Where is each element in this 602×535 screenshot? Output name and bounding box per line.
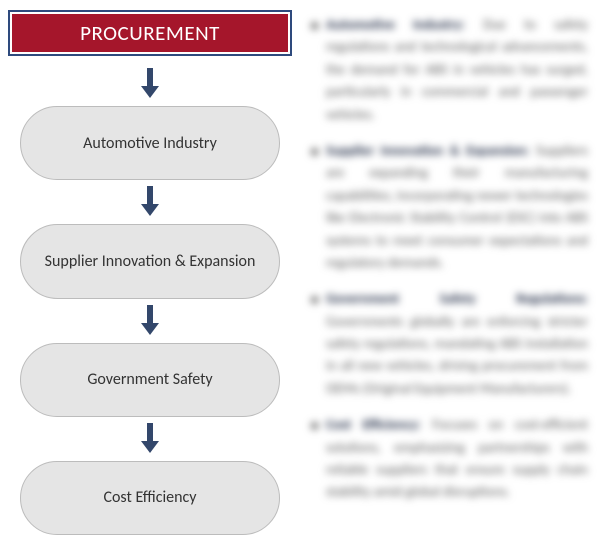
bullet-item: ◆ Automotive Industry: Due to safety reg… xyxy=(310,14,588,126)
flow-node: Cost Efficiency xyxy=(20,461,280,535)
bullet-item: ◆ Supplier Innovation & Expansion: Suppl… xyxy=(310,140,588,274)
bullet-text: Suppliers are expanding their manufactur… xyxy=(326,142,588,271)
bullet-marker-icon: ◆ xyxy=(310,14,326,36)
bullet-body: Supplier Innovation & Expansion: Supplie… xyxy=(326,140,588,274)
arrow-icon xyxy=(141,423,159,453)
bullet-marker-icon: ◆ xyxy=(310,288,326,310)
flow-node-label: Government Safety xyxy=(87,370,212,389)
flow-node: Supplier Innovation & Expansion xyxy=(20,224,280,298)
header-box: PROCUREMENT xyxy=(8,10,292,56)
arrow-icon xyxy=(141,305,159,335)
flow-node-label: Cost Efficiency xyxy=(103,488,196,507)
bullet-item: ◆ Government Safety Regulations: Governm… xyxy=(310,288,588,400)
bullet-text: Governments globally are enforcing stric… xyxy=(326,313,588,397)
bullet-body: Government Safety Regulations: Governmen… xyxy=(326,288,588,400)
bullet-marker-icon: ◆ xyxy=(310,140,326,162)
flowchart-column: PROCUREMENT Automotive Industry Supplier… xyxy=(0,0,300,535)
bullet-body: Automotive Industry: Due to safety regul… xyxy=(326,14,588,126)
flow-node: Automotive Industry xyxy=(20,106,280,180)
bullet-title: Automotive Industry: xyxy=(326,16,465,33)
description-column: ◆ Automotive Industry: Due to safety reg… xyxy=(300,0,602,535)
arrow-icon xyxy=(141,68,159,98)
bullet-item: ◆ Cost Efficiency: Focuses on cost-effic… xyxy=(310,414,588,504)
arrow-icon xyxy=(141,186,159,216)
bullet-title: Cost Efficiency: xyxy=(326,416,421,433)
bullet-title: Supplier Innovation & Expansion: xyxy=(326,142,529,159)
bullet-title: Government Safety Regulations: xyxy=(326,290,588,307)
flow-node: Government Safety xyxy=(20,343,280,417)
bullet-body: Cost Efficiency: Focuses on cost-efficie… xyxy=(326,414,588,504)
flow-node-label: Automotive Industry xyxy=(83,134,217,153)
bullet-marker-icon: ◆ xyxy=(310,414,326,436)
flow-node-label: Supplier Innovation & Expansion xyxy=(45,252,256,271)
header-title: PROCUREMENT xyxy=(12,14,288,52)
